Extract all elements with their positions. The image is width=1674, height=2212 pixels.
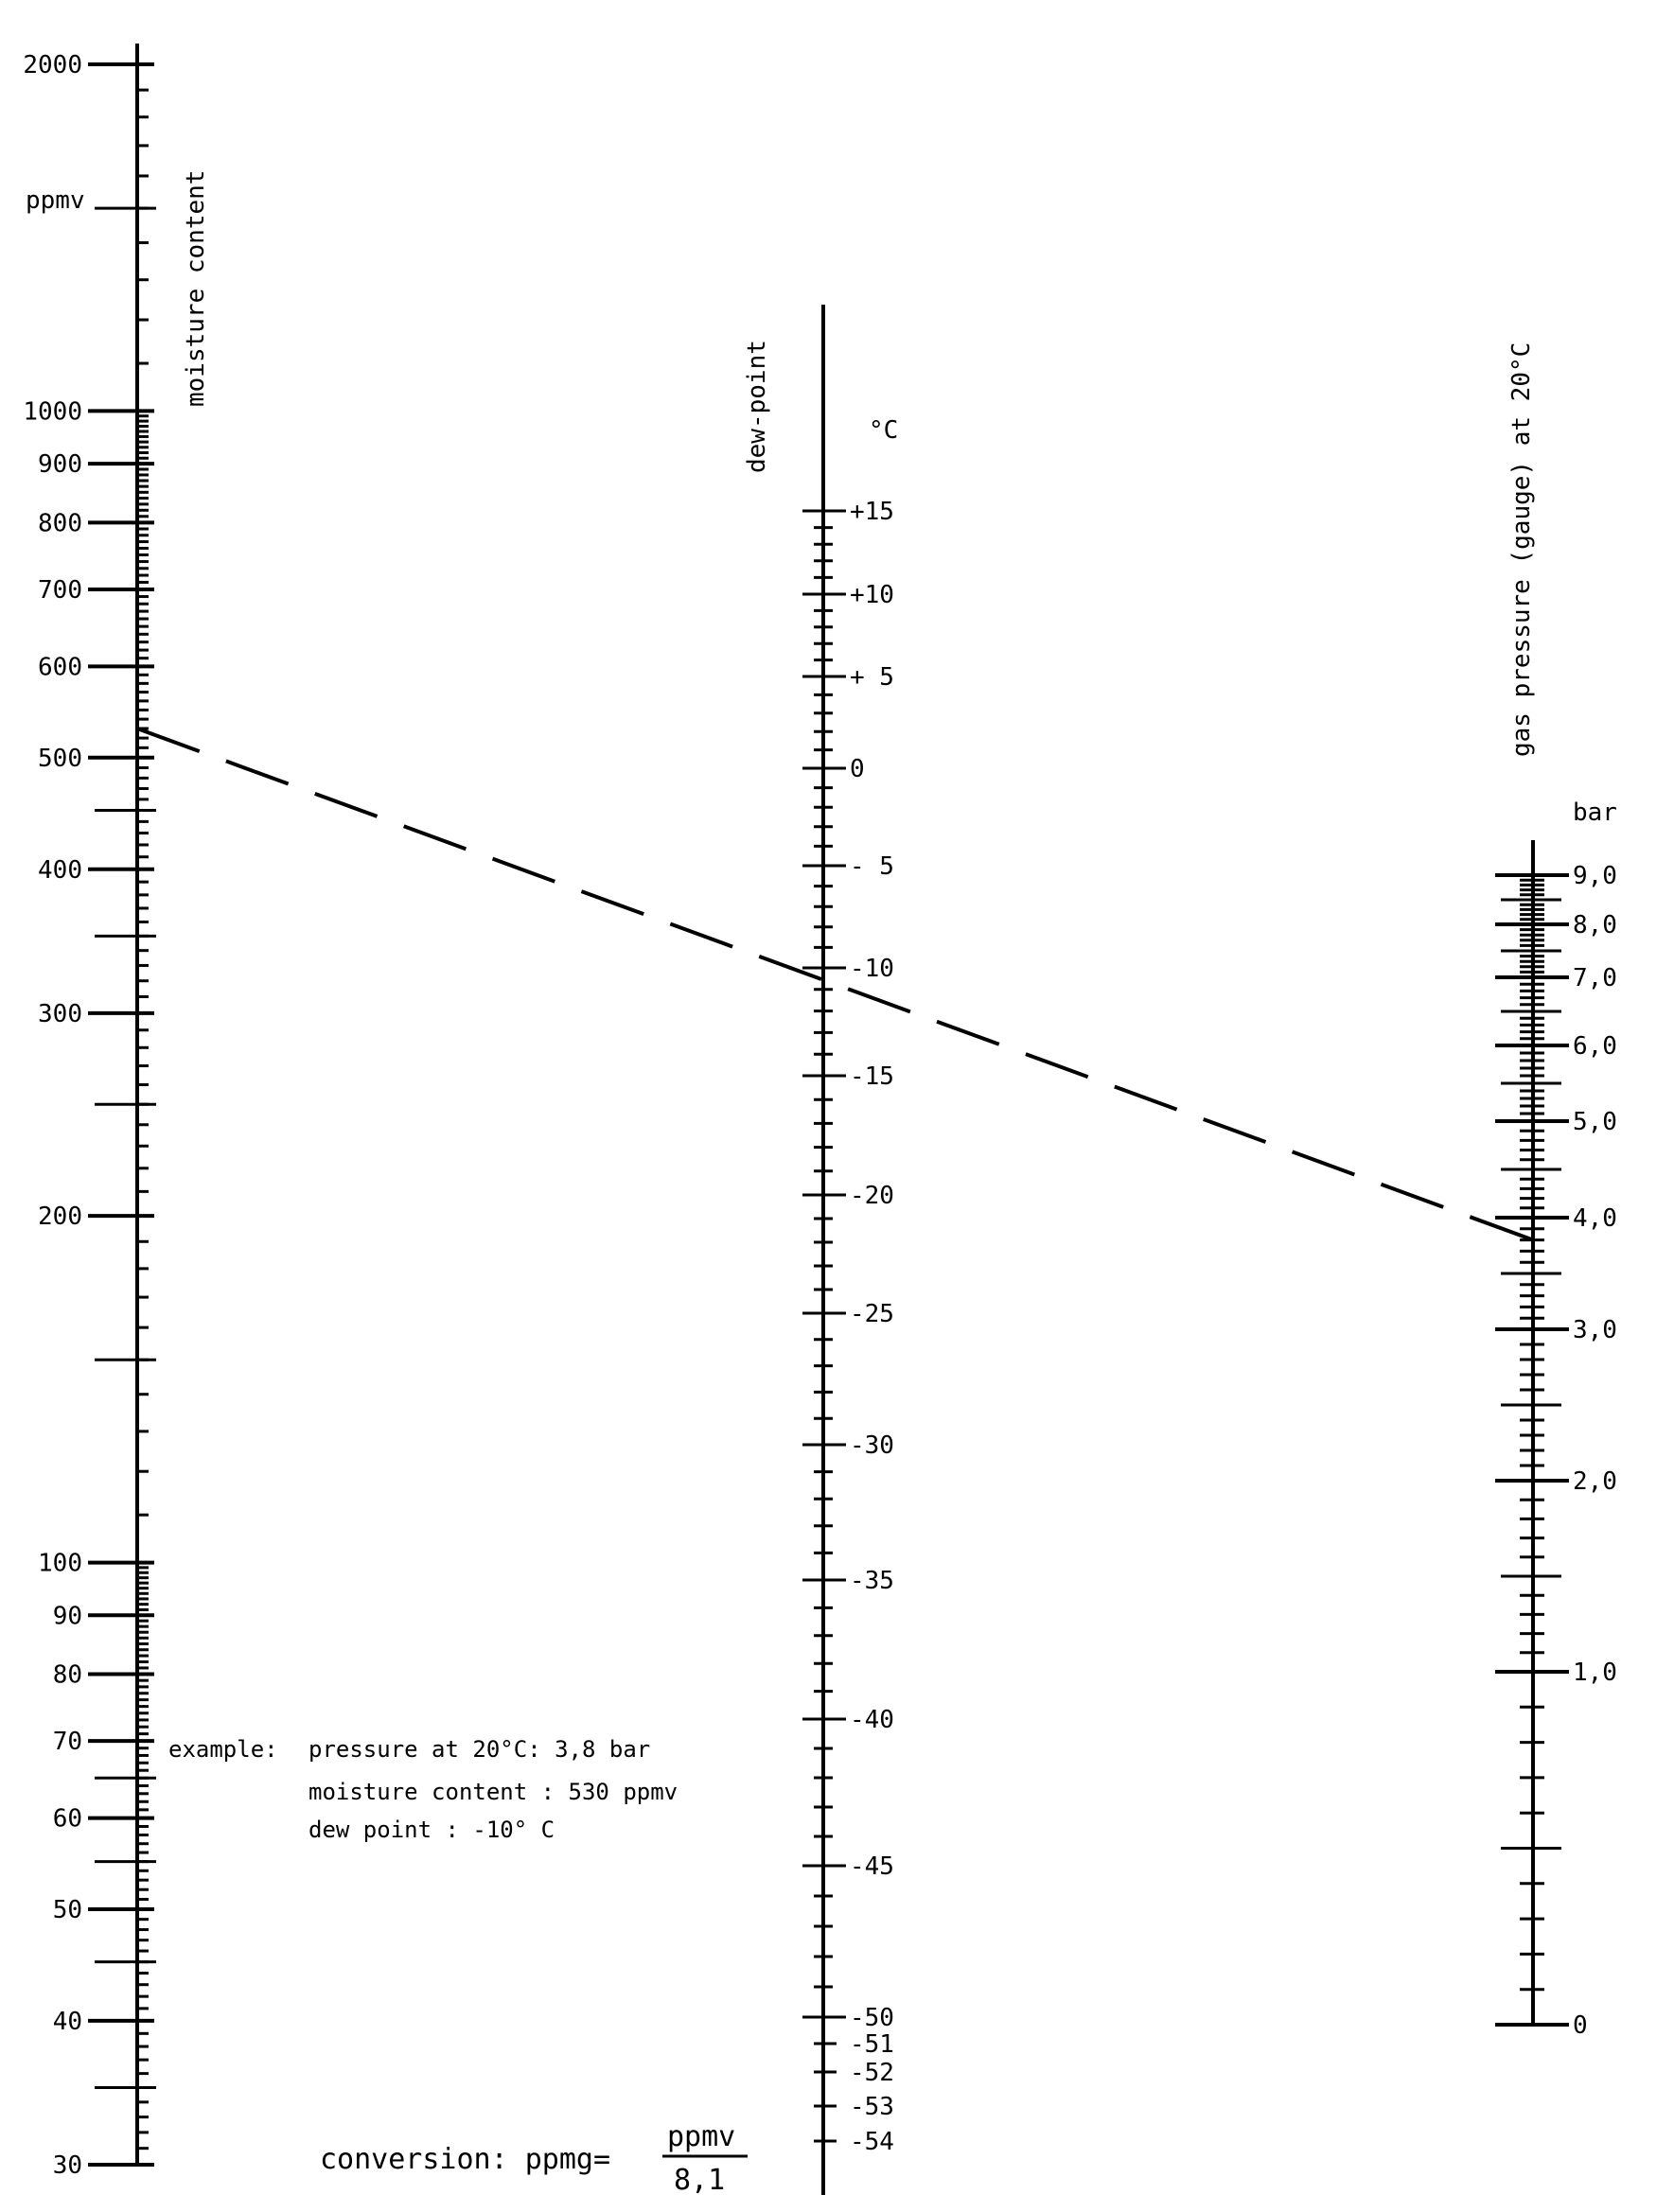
moisture-tick-label: 500 [38, 745, 82, 773]
moisture-tick-label: 60 [53, 1805, 82, 1834]
example-dashed-line [136, 727, 1534, 1242]
moisture-tick-label: 70 [53, 1728, 82, 1756]
conversion-label: conversion: ppmg= [320, 2143, 610, 2176]
dewpoint-tick-label: -53 [850, 2093, 894, 2121]
dewpoint-tick-label: -50 [850, 2004, 894, 2032]
moisture-tick-label: 1000 [23, 397, 82, 426]
dewpoint-tick-label: -51 [850, 2030, 894, 2059]
pressure-axis: 0 1,0 2,0 3,0 4,0 5,0 6,0 7,0 8,0 9,0 [1495, 840, 1617, 2040]
pressure-axis-title: gas pressure (gauge) at 20°C [1507, 342, 1536, 757]
pressure-tick-label: 2,0 [1573, 1467, 1617, 1496]
dewpoint-tick-label: +10 [850, 581, 894, 609]
moisture-tick-label: 300 [38, 1000, 82, 1028]
dewpoint-tick-label: -54 [850, 2128, 894, 2156]
dewpoint-axis-title: dew-point [743, 340, 771, 473]
pressure-tick-label: 6,0 [1573, 1032, 1617, 1061]
pressure-tick-label: 5,0 [1573, 1108, 1617, 1136]
pressure-tick-label: 1,0 [1573, 1659, 1617, 1687]
dewpoint-tick-label: -40 [850, 1706, 894, 1734]
moisture-tick-label: 80 [53, 1661, 82, 1690]
moisture-tick-label: 50 [53, 1896, 82, 1924]
dewpoint-tick-label: -25 [850, 1300, 894, 1328]
moisture-tick-label: 400 [38, 856, 82, 885]
pressure-tick-label: 3,0 [1573, 1316, 1617, 1344]
moisture-tick-label: 700 [38, 576, 82, 605]
pressure-tick-label: 0 [1573, 2011, 1588, 2040]
dewpoint-tick-label: -20 [850, 1182, 894, 1210]
pressure-tick-label: 7,0 [1573, 964, 1617, 992]
example-line-3: dew point : -10° C [308, 1817, 555, 1843]
dewpoint-tick-label: 0 [850, 755, 865, 783]
dewpoint-tick-label: -15 [850, 1062, 894, 1091]
dewpoint-tick-label: -35 [850, 1567, 894, 1595]
moisture-tick-label: 800 [38, 509, 82, 537]
dewpoint-tick-label: -30 [850, 1431, 894, 1460]
dewpoint-tick-label: - 5 [850, 852, 894, 881]
example-line-group [136, 727, 1534, 1242]
pressure-tick-label: 8,0 [1573, 911, 1617, 939]
moisture-axis: 30 40 50 60 70 80 90 100 200 300 400 500 600 700 800 90… [23, 44, 156, 2180]
example-note: example: pressure at 20°C: 3,8 bar moist… [168, 1736, 678, 1843]
conversion-numerator: ppmv [667, 2120, 735, 2153]
dewpoint-tick-label: -10 [850, 955, 894, 983]
dewpoint-tick-label: +15 [850, 498, 894, 526]
dewpoint-tick-label: -45 [850, 1852, 894, 1881]
moisture-tick-label: 2000 [23, 51, 82, 79]
moisture-tick-label: 900 [38, 450, 82, 479]
moisture-tick-label: 30 [53, 2151, 82, 2180]
moisture-tick-label: 90 [53, 1602, 82, 1630]
moisture-unit-label: ppmv [26, 186, 85, 215]
dewpoint-unit-label: °C [869, 416, 898, 445]
dewpoint-tick-label: -52 [850, 2059, 894, 2087]
dewpoint-tick-label: + 5 [850, 663, 894, 692]
conversion-denominator: 8,1 [674, 2164, 725, 2197]
dewpoint-axis: +15 +10 + 5 0 - 5 -10 -15 -20 -25 -30 -35 -40 -45 -50… [802, 305, 894, 2195]
pressure-tick-label: 9,0 [1573, 862, 1617, 890]
conversion-formula: conversion: ppmg= ppmv 8,1 [320, 2120, 748, 2197]
example-line-1: pressure at 20°C: 3,8 bar [308, 1736, 650, 1763]
moisture-tick-label: 600 [38, 653, 82, 681]
example-line-2: moisture content : 530 ppmv [308, 1779, 678, 1805]
pressure-unit-label: bar [1573, 799, 1617, 827]
moisture-tick-label: 100 [38, 1550, 82, 1578]
moisture-tick-label: 200 [38, 1203, 82, 1231]
example-label: example: [168, 1736, 278, 1763]
moisture-axis-title: moisture content [182, 170, 210, 407]
moisture-tick-label: 40 [53, 2008, 82, 2036]
pressure-tick-label: 4,0 [1573, 1204, 1617, 1233]
